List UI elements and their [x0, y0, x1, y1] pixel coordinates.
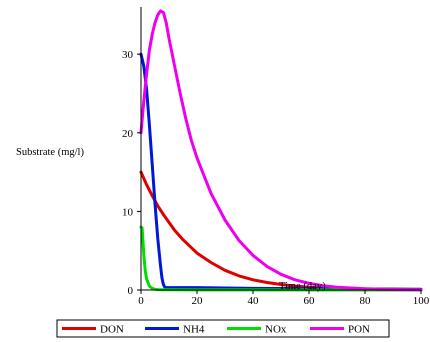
- x-axis-title: Time (day): [279, 281, 326, 292]
- y-tick-label: 10: [122, 206, 134, 218]
- y-axis-title: Substrate (mg/l): [16, 147, 84, 158]
- x-ticks: 0 20 40 60 80 100: [138, 290, 430, 307]
- legend-label: NOx: [265, 324, 287, 336]
- x-tick-label: 40: [248, 295, 260, 307]
- x-tick-label: 100: [413, 295, 430, 307]
- legend-box: [56, 319, 390, 338]
- x-tick-label: 60: [304, 295, 316, 307]
- x-tick-label: 0: [138, 295, 144, 307]
- y-tick-label: 0: [128, 285, 134, 297]
- series-line-don: [139, 170, 423, 292]
- legend-label: PON: [348, 324, 370, 336]
- x-tick-label: 20: [192, 295, 204, 307]
- x-tick-label: 80: [360, 295, 372, 307]
- series-line-pon: [139, 9, 423, 292]
- y-tick-label: 30: [122, 49, 134, 61]
- series-layer: [139, 9, 423, 292]
- legend-label: NH4: [183, 324, 205, 336]
- y-ticks: 0 10 20 30: [122, 49, 141, 297]
- legend: DON NH4 NOx PON: [62, 324, 370, 336]
- legend-label: DON: [100, 324, 124, 336]
- y-tick-label: 20: [122, 128, 134, 140]
- series-line-nh4: [139, 52, 423, 291]
